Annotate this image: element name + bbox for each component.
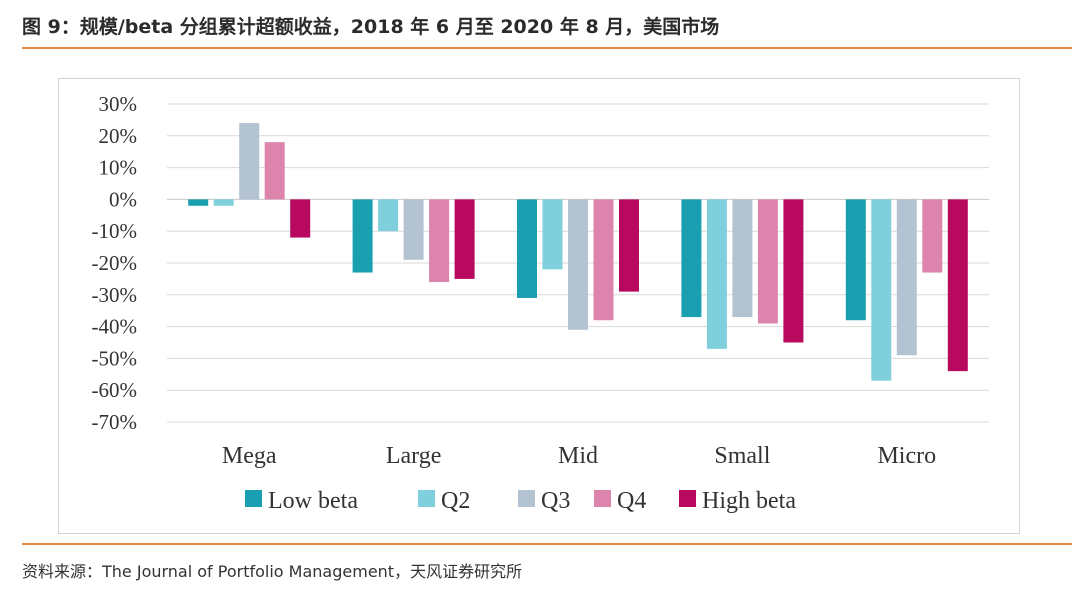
legend-label: Low beta: [268, 488, 358, 514]
bar-q2-large: [378, 199, 399, 232]
bars: [188, 123, 968, 381]
legend-swatch: [594, 490, 611, 507]
y-tick-label: -40%: [92, 315, 138, 339]
bar-low-beta-large: [352, 199, 373, 273]
x-tick-label: Large: [386, 443, 442, 469]
y-tick-label: -70%: [92, 410, 138, 434]
legend-label: Q3: [541, 488, 570, 514]
bar-high-beta-small: [783, 199, 804, 343]
x-tick-label: Mega: [222, 443, 277, 469]
legend-swatch: [245, 490, 262, 507]
y-tick-label: -60%: [92, 378, 138, 402]
y-tick-label: -10%: [92, 219, 138, 243]
x-axis-labels: Mega Large Mid Small Micro: [222, 443, 936, 469]
y-tick-label: 0%: [109, 187, 137, 211]
bar-q2-micro: [871, 199, 892, 381]
bar-q2-small: [706, 199, 727, 349]
bar-low-beta-mid: [517, 199, 537, 298]
bar-low-beta-small: [681, 199, 702, 318]
bottom-divider: [22, 543, 1072, 545]
y-tick-label: 20%: [99, 124, 138, 148]
legend-label: Q4: [617, 488, 646, 514]
y-tick-label: -30%: [92, 283, 138, 307]
bar-high-beta-large: [454, 199, 475, 279]
bar-q2-mega: [213, 199, 234, 206]
bar-high-beta-micro: [947, 199, 968, 372]
top-divider: [22, 47, 1072, 49]
bar-q4-mega: [264, 142, 285, 200]
y-tick-label: -50%: [92, 346, 138, 370]
legend-swatch: [679, 490, 696, 507]
bar-high-beta-mid: [619, 199, 639, 292]
legend: Low beta Q2 Q3 Q4 High beta: [245, 488, 796, 514]
legend-swatch: [518, 490, 535, 507]
bar-high-beta-mega: [290, 199, 311, 238]
bar-q2-mid: [542, 199, 563, 270]
bar-q3-mid: [568, 199, 588, 330]
y-tick-label: -20%: [92, 251, 138, 275]
bar-low-beta-mega: [188, 199, 209, 206]
x-tick-label: Small: [714, 443, 770, 469]
legend-label: Q2: [441, 488, 470, 514]
bar-low-beta-micro: [845, 199, 866, 321]
y-tick-label: 10%: [99, 156, 138, 180]
chart-frame: 30% 20% 10% 0% -10% -20% -30% -40% -50% -60% -70% …: [58, 78, 1020, 534]
legend-swatch: [418, 490, 435, 507]
x-tick-label: Micro: [877, 443, 936, 469]
bar-q4-large: [429, 199, 450, 283]
bar-q3-large: [403, 199, 424, 260]
bar-q3-small: [732, 199, 753, 318]
bar-q3-micro: [896, 199, 917, 356]
legend-label: High beta: [702, 488, 796, 514]
bar-q3-mega: [239, 123, 260, 200]
bar-q4-small: [757, 199, 778, 324]
bar-q4-micro: [922, 199, 943, 273]
y-tick-label: 30%: [99, 92, 138, 116]
x-tick-label: Mid: [558, 443, 598, 469]
figure-title: 图 9：规模/beta 分组累计超额收益，2018 年 6 月至 2020 年 …: [22, 16, 720, 38]
y-axis-labels: 30% 20% 10% 0% -10% -20% -30% -40% -50% -60% -70%: [92, 92, 138, 434]
bar-chart: 30%20%10%0%-10%-20%-30%-40%-50%-60%-70% …: [92, 92, 989, 514]
bar-q4-mid: [593, 199, 614, 321]
source-note: 资料来源：The Journal of Portfolio Management…: [22, 562, 523, 581]
